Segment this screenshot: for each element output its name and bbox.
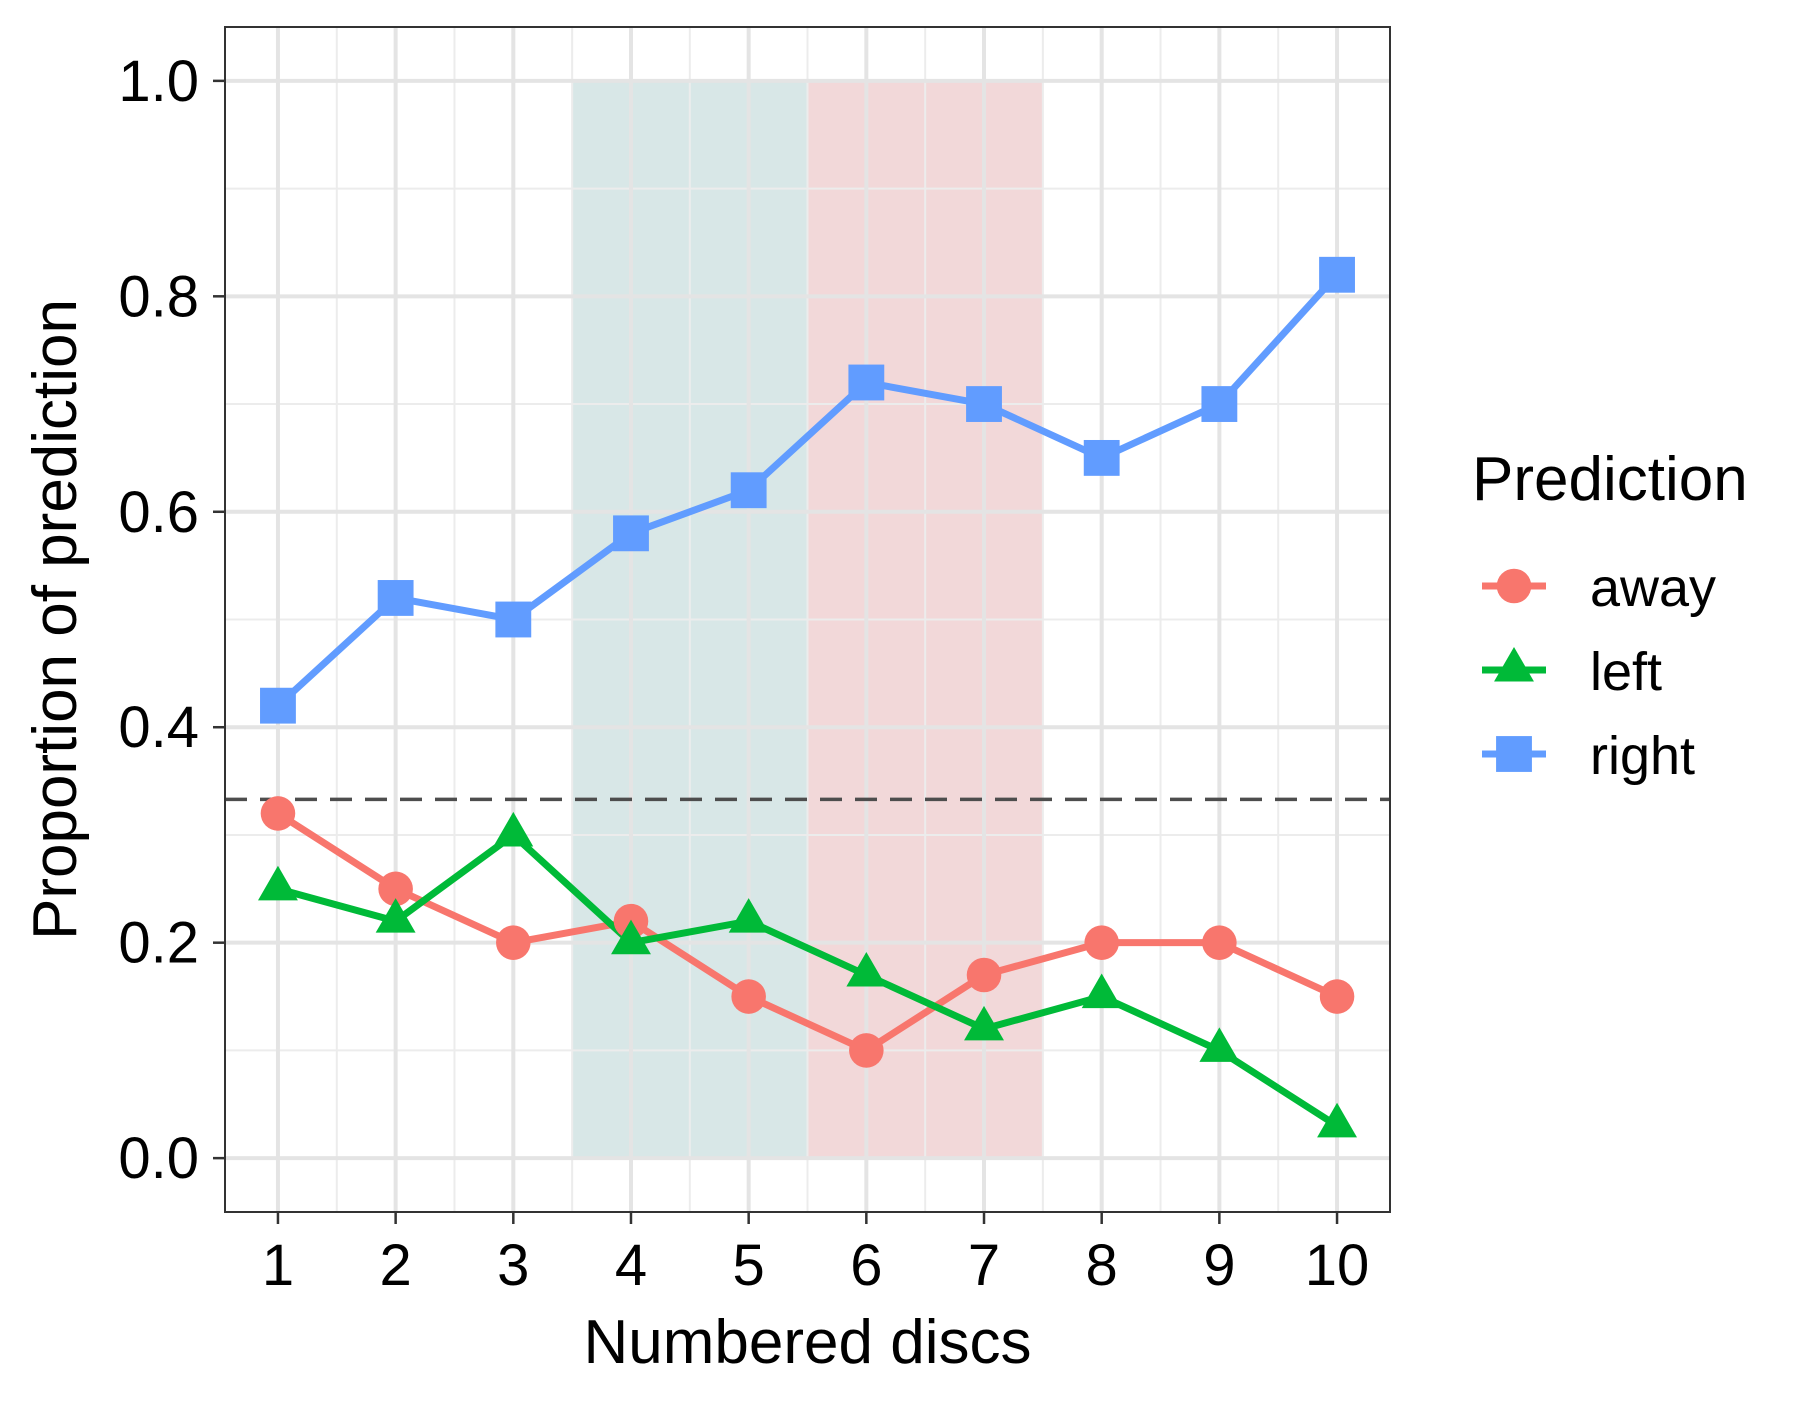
legend-key-marker-left	[1494, 646, 1534, 682]
legend-label-right: right	[1590, 726, 1695, 786]
legend-key-marker-away	[1496, 568, 1532, 604]
data-point-away	[1319, 979, 1355, 1014]
plot-frame	[224, 26, 1391, 1213]
legend-title: Prediction	[1472, 445, 1748, 514]
data-point-right	[260, 687, 296, 724]
data-point-right	[966, 386, 1002, 422]
legend: Prediction away left right	[1472, 445, 1748, 786]
x-tick-label: 10	[1305, 1233, 1370, 1298]
data-point-left	[611, 919, 651, 955]
x-tick-label: 5	[733, 1233, 765, 1298]
x-tick-label: 7	[968, 1233, 1000, 1298]
data-point-left	[258, 865, 298, 901]
data-point-left	[375, 898, 416, 933]
data-point-left	[1317, 1102, 1357, 1138]
data-point-away	[966, 957, 1002, 993]
data-point-left	[1081, 973, 1122, 1009]
legend-label-away: away	[1590, 558, 1716, 618]
series-points	[258, 256, 1357, 1138]
y-tick-label: 0.4	[118, 695, 199, 760]
plot-border	[224, 26, 1391, 1213]
data-point-right	[613, 515, 649, 552]
series-line-left	[274, 831, 1341, 1130]
data-point-right	[1083, 439, 1120, 476]
legend-key-marker-right	[1496, 736, 1532, 772]
y-tick-label: 0.8	[118, 264, 199, 329]
data-point-away	[496, 925, 531, 960]
data-point-left	[1199, 1027, 1240, 1062]
data-point-right	[495, 601, 532, 638]
x-tick-label: 3	[497, 1233, 529, 1298]
data-point-away	[849, 1033, 884, 1068]
legend-label-left: left	[1590, 642, 1662, 702]
x-axis-title: Numbered discs	[584, 1308, 1032, 1377]
x-tick-label: 9	[1203, 1233, 1235, 1298]
data-point-right	[848, 364, 885, 401]
y-tick-label: 0.2	[118, 911, 199, 976]
y-tick-label: 0.0	[118, 1126, 199, 1191]
data-point-right	[1201, 386, 1238, 422]
x-tick-label: 4	[615, 1233, 647, 1298]
series-line-away	[274, 809, 1341, 1054]
x-tick-label: 8	[1086, 1233, 1118, 1298]
data-point-away	[731, 979, 766, 1014]
x-tick-label: 6	[850, 1233, 882, 1298]
data-point-right	[377, 580, 414, 616]
data-point-away	[260, 796, 296, 831]
data-point-away	[1202, 925, 1237, 960]
data-point-left	[846, 951, 887, 987]
data-point-away	[1084, 925, 1119, 960]
y-axis-title: Proportion of prediction	[21, 299, 90, 940]
data-point-right	[1319, 256, 1355, 293]
x-tick-label: 2	[379, 1233, 411, 1298]
axes: 1 2 3 4 5 6 7 8 9 10 0.0 0.2 0.4 0.6 0.8 1.0 Numbered di…	[21, 49, 1369, 1377]
data-point-away	[378, 871, 413, 907]
data-point-left	[493, 811, 534, 847]
gridlines	[225, 27, 1390, 1212]
data-point-right	[730, 472, 767, 509]
series-lines	[274, 271, 1341, 1130]
data-point-left	[728, 898, 769, 933]
data-point-left	[964, 1005, 1004, 1041]
y-tick-label: 1.0	[118, 49, 199, 114]
x-tick-label: 1	[262, 1233, 294, 1298]
y-tick-label: 0.6	[118, 480, 199, 545]
series-line-right	[274, 271, 1341, 710]
